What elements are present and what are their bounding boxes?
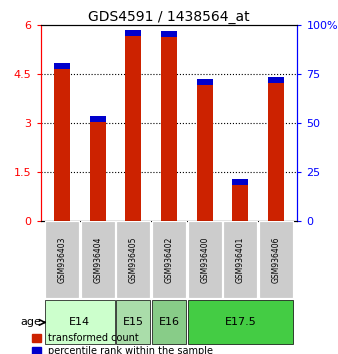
Bar xyxy=(152,221,186,298)
Text: GSM936402: GSM936402 xyxy=(165,236,173,282)
Text: GSM936404: GSM936404 xyxy=(93,236,102,282)
Bar xyxy=(116,221,150,298)
Bar xyxy=(116,300,150,344)
Bar xyxy=(188,221,222,298)
Text: GSM936401: GSM936401 xyxy=(236,236,245,282)
Bar xyxy=(54,63,70,221)
Bar xyxy=(161,31,177,36)
Text: E14: E14 xyxy=(69,318,90,327)
Bar xyxy=(152,221,186,298)
Bar xyxy=(81,221,115,298)
Bar xyxy=(197,79,213,85)
Bar xyxy=(259,221,293,298)
Text: E17.5: E17.5 xyxy=(224,318,256,327)
Text: E16: E16 xyxy=(159,318,179,327)
Text: GSM936405: GSM936405 xyxy=(129,236,138,282)
Bar xyxy=(259,221,293,298)
Bar xyxy=(81,221,115,298)
Title: GDS4591 / 1438564_at: GDS4591 / 1438564_at xyxy=(88,10,250,24)
Bar xyxy=(232,179,248,185)
Bar xyxy=(125,30,141,35)
Bar xyxy=(54,63,70,69)
Legend: transformed count, percentile rank within the sample: transformed count, percentile rank withi… xyxy=(32,333,213,354)
Bar xyxy=(45,221,79,298)
Bar xyxy=(116,221,150,298)
Text: E15: E15 xyxy=(123,318,144,327)
Bar xyxy=(197,79,213,221)
Bar xyxy=(188,300,293,344)
Text: GSM936400: GSM936400 xyxy=(200,236,209,282)
Bar xyxy=(125,30,141,221)
Text: GSM936403: GSM936403 xyxy=(57,236,67,282)
Bar xyxy=(90,116,106,221)
Bar xyxy=(223,221,257,298)
Bar xyxy=(223,221,257,298)
Bar xyxy=(90,116,106,121)
Bar xyxy=(232,179,248,221)
Bar xyxy=(152,300,186,344)
Bar xyxy=(268,77,284,221)
Bar xyxy=(161,31,177,221)
Bar xyxy=(188,221,222,298)
Bar xyxy=(45,300,115,344)
Text: age: age xyxy=(20,318,41,327)
Bar xyxy=(268,77,284,83)
Text: GSM936406: GSM936406 xyxy=(271,236,281,282)
Bar xyxy=(45,221,79,298)
